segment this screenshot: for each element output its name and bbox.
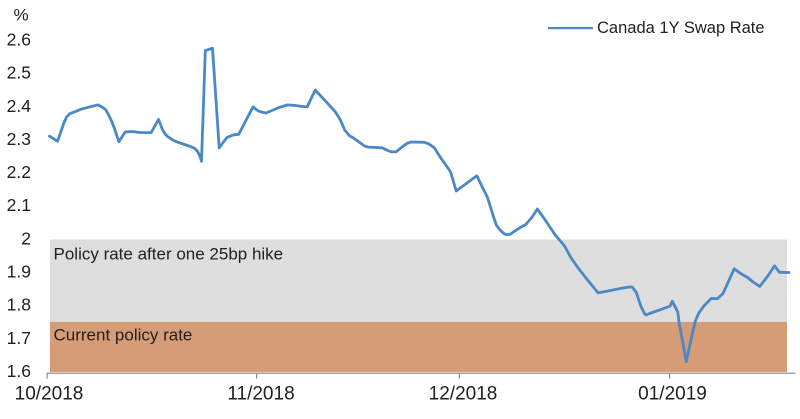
svg-text:1.9: 1.9: [7, 262, 31, 282]
svg-text:Policy rate after one 25bp hik: Policy rate after one 25bp hike: [54, 244, 284, 263]
svg-text:12/2018: 12/2018: [429, 384, 498, 405]
svg-text:2.4: 2.4: [7, 96, 32, 116]
svg-text:Canada 1Y Swap Rate: Canada 1Y Swap Rate: [597, 19, 765, 37]
svg-text:Current policy rate: Current policy rate: [54, 326, 193, 345]
svg-text:1.6: 1.6: [7, 361, 31, 381]
svg-text:1.7: 1.7: [7, 328, 31, 348]
svg-text:2.5: 2.5: [7, 63, 31, 83]
svg-text:2.2: 2.2: [7, 162, 31, 182]
svg-text:2.1: 2.1: [7, 195, 31, 215]
svg-text:11/2018: 11/2018: [227, 384, 294, 405]
svg-text:1.8: 1.8: [7, 295, 31, 315]
svg-text:2.3: 2.3: [7, 129, 31, 149]
svg-text:2: 2: [21, 228, 31, 248]
svg-text:01/2019: 01/2019: [638, 384, 707, 405]
svg-text:10/2018: 10/2018: [15, 384, 84, 405]
svg-text:2.6: 2.6: [7, 30, 31, 50]
svg-text:%: %: [13, 6, 28, 25]
